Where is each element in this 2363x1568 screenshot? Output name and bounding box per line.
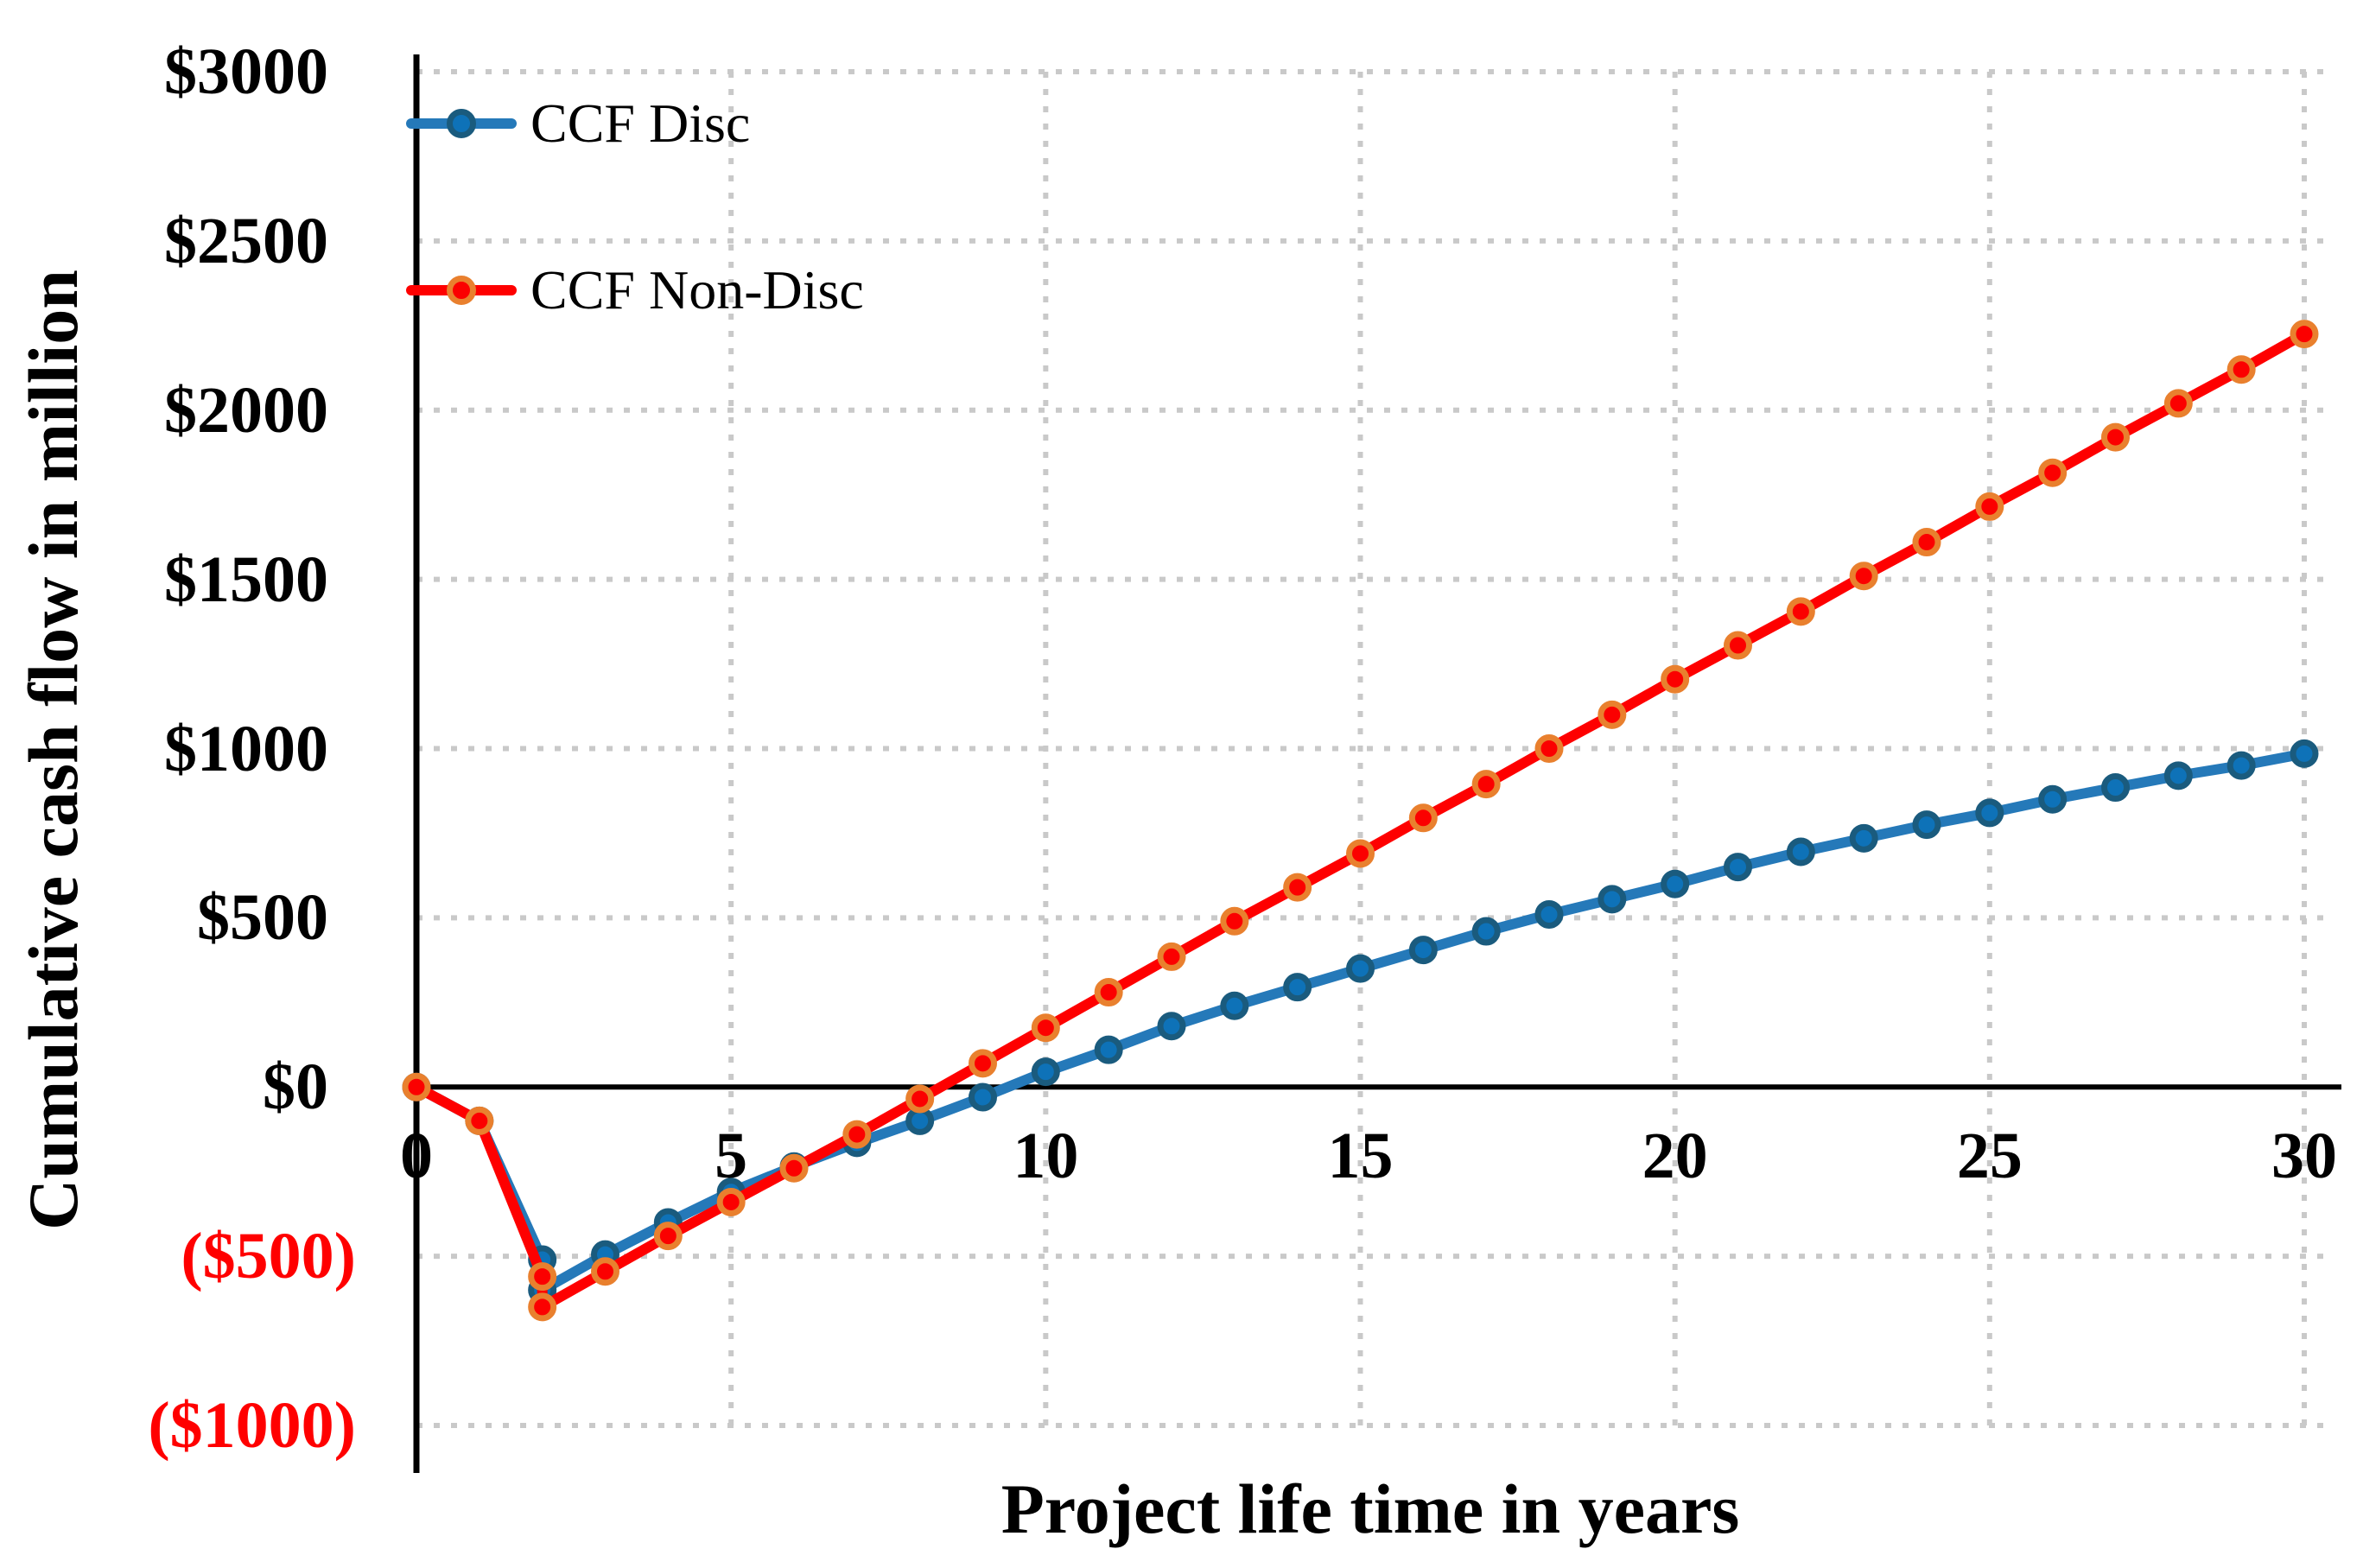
data-point-marker (2226, 355, 2256, 384)
data-point-marker (969, 1049, 997, 1078)
data-point-marker (528, 1292, 557, 1322)
data-point-marker (1534, 734, 1564, 763)
data-point-marker (1849, 823, 1878, 853)
data-point-marker (905, 1084, 935, 1114)
data-point-marker (1346, 954, 1375, 983)
data-point-marker (1157, 942, 1186, 971)
y-tick-label: $0 (263, 1051, 328, 1124)
legend-label-ccf-disc: CCF Disc (530, 92, 751, 154)
data-point-marker (1975, 798, 2004, 828)
data-point-marker (1346, 839, 1375, 868)
x-tick-label: 25 (1956, 1120, 2023, 1193)
legend-item-ccf-disc: CCF Disc (406, 82, 864, 165)
data-point-marker (1912, 528, 1941, 557)
data-point-marker (1220, 906, 1249, 936)
data-point-marker (1849, 562, 1878, 591)
data-point-marker (1724, 631, 1752, 660)
data-point-marker (2290, 320, 2319, 349)
data-point-marker (2101, 422, 2130, 452)
data-point-marker (2101, 773, 2130, 803)
x-tick-label: 0 (400, 1120, 433, 1193)
data-point-marker (1912, 810, 1941, 840)
data-point-marker (1094, 1035, 1123, 1064)
x-axis-title: Project life time in years (1000, 1470, 1740, 1548)
legend-line-marker-icon (406, 276, 517, 305)
data-point-marker (2038, 784, 2068, 814)
data-point-marker (1408, 936, 1438, 965)
x-tick-label: 15 (1327, 1120, 1394, 1193)
data-point-marker (1157, 1012, 1186, 1041)
data-point-marker (1786, 597, 1815, 626)
data-point-marker (2038, 458, 2068, 487)
y-tick-label: $3000 (164, 35, 328, 108)
y-tick-label: $500 (197, 881, 328, 955)
data-point-marker (842, 1120, 872, 1149)
data-point-marker (1283, 873, 1312, 902)
y-tick-label: $1000 (164, 712, 328, 785)
data-point-marker (716, 1187, 746, 1216)
data-point-marker (591, 1257, 619, 1286)
data-point-marker (2163, 389, 2193, 418)
legend-item-ccf-non-disc: CCF Non-Disc (406, 249, 864, 332)
data-point-marker (779, 1153, 809, 1183)
data-point-marker (1786, 837, 1815, 867)
x-tick-label: 30 (2271, 1120, 2337, 1193)
x-tick-label: 10 (1013, 1120, 1079, 1193)
data-point-marker (1408, 803, 1438, 833)
data-point-marker (1724, 853, 1752, 882)
legend-label-ccf-non-disc: CCF Non-Disc (530, 259, 864, 321)
legend-line-marker-icon (406, 109, 517, 138)
data-point-marker (1661, 869, 1690, 898)
data-point-marker (969, 1082, 997, 1112)
data-point-marker (1031, 1013, 1060, 1043)
data-point-marker (2290, 739, 2319, 768)
data-point-marker (1471, 770, 1501, 799)
data-point-marker (1471, 917, 1501, 946)
legend: CCF Disc CCF Non-Disc (406, 82, 864, 416)
y-tick-label: $2500 (164, 204, 328, 277)
data-point-marker (1220, 991, 1249, 1020)
data-point-marker (1661, 664, 1690, 694)
data-point-marker (1094, 978, 1123, 1007)
data-point-marker (1598, 885, 1627, 914)
data-point-marker (2163, 761, 2193, 790)
data-point-marker (465, 1106, 494, 1135)
data-point-marker (528, 1262, 557, 1292)
data-point-marker (1031, 1057, 1060, 1087)
data-point-marker (1975, 492, 2004, 521)
data-point-marker (2226, 751, 2256, 780)
data-point-marker (653, 1222, 683, 1251)
data-point-marker (1534, 899, 1564, 929)
x-tick-label: 5 (715, 1120, 748, 1193)
data-point-marker (402, 1072, 431, 1101)
y-tick-label: $2000 (164, 373, 328, 447)
data-point-marker (1598, 700, 1627, 729)
data-point-marker (1283, 973, 1312, 1002)
y-tick-label: ($1000) (148, 1389, 356, 1462)
y-tick-label: ($500) (181, 1220, 356, 1293)
y-tick-label: $1500 (164, 543, 328, 616)
x-tick-label: 20 (1642, 1120, 1708, 1193)
